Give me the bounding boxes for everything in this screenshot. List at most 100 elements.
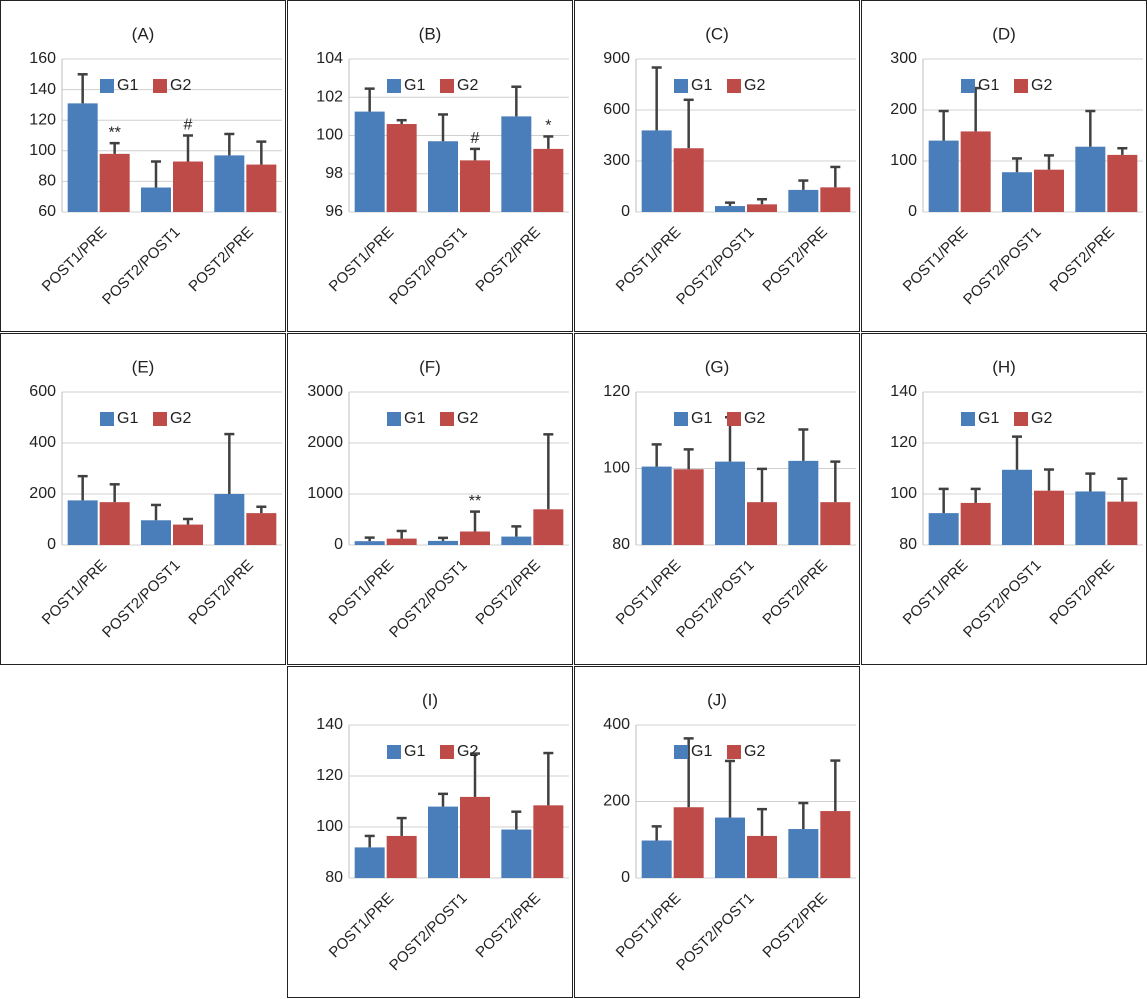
bar [501, 116, 532, 212]
bar [501, 536, 532, 545]
y-tick-label: 120 [890, 434, 917, 451]
bar [641, 840, 672, 878]
panel-border [574, 333, 860, 665]
y-tick-label: 200 [29, 485, 56, 502]
x-tick-label: POST2/PRE [1046, 224, 1118, 296]
legend-label: G2 [170, 410, 191, 427]
y-tick-label: 1000 [307, 485, 343, 502]
legend-label: G2 [457, 410, 478, 427]
y-tick-label: 0 [908, 203, 917, 220]
x-tick-label: POST1/PRE [326, 224, 398, 296]
y-tick-label: 0 [621, 869, 630, 886]
x-tick-label: POST1/PRE [39, 224, 111, 296]
bar [788, 189, 819, 212]
y-tick-label: 0 [334, 536, 343, 553]
y-tick-label: 160 [29, 50, 56, 67]
x-tick-label: POST2/POST1 [673, 890, 758, 975]
significance-mark: ** [108, 124, 120, 141]
y-tick-label: 96 [325, 203, 343, 220]
chart-panel: (A) 60 80 100 120 140 160 ** # POST1/PREPOST2/POS… [0, 0, 286, 332]
chart-title: (B) [419, 24, 442, 43]
legend-swatch [1014, 79, 1028, 93]
legend-swatch [727, 412, 741, 426]
chart-title: (D) [992, 24, 1016, 43]
bar [928, 513, 959, 545]
bar [173, 161, 203, 212]
y-tick-label: 80 [899, 536, 917, 553]
legend-swatch [387, 745, 401, 759]
legend-swatch [387, 412, 401, 426]
panel-border [287, 333, 573, 665]
bar [673, 469, 704, 545]
x-tick-label: POST2/PRE [759, 224, 831, 296]
y-tick-label: 300 [603, 152, 630, 169]
x-tick-label: POST2/POST1 [673, 224, 758, 309]
bar [99, 153, 130, 212]
x-tick-label: POST1/PRE [900, 557, 972, 629]
panel-border [287, 0, 573, 332]
y-tick-label: 120 [29, 111, 56, 128]
legend-swatch [153, 412, 167, 426]
bar [428, 806, 458, 878]
y-tick-label: 200 [603, 793, 630, 810]
legend-swatch [153, 79, 167, 93]
bar [960, 131, 991, 212]
y-tick-label: 98 [325, 165, 343, 182]
bar [354, 111, 385, 212]
legend-swatch [440, 412, 454, 426]
x-tick-label: POST1/PRE [900, 224, 972, 296]
legend-label: G1 [404, 410, 425, 427]
x-tick-label: POST1/PRE [613, 224, 685, 296]
y-tick-label: 900 [603, 50, 630, 67]
y-tick-label: 102 [316, 88, 343, 105]
chart-title: (G) [705, 357, 730, 376]
bar [246, 164, 277, 212]
legend-swatch [674, 79, 688, 93]
legend-swatch [961, 412, 975, 426]
chart-title: (H) [992, 357, 1016, 376]
bar [428, 141, 458, 212]
legend-label: G2 [170, 77, 191, 94]
bar [460, 160, 490, 212]
panel-border [287, 666, 573, 998]
legend-label: G1 [404, 77, 425, 94]
bar [67, 103, 98, 212]
y-tick-label: 600 [603, 101, 630, 118]
x-tick-label: POST2/POST1 [673, 557, 758, 642]
y-tick-label: 100 [316, 818, 343, 835]
bar [1034, 490, 1064, 545]
x-tick-label: POST2/PRE [472, 890, 544, 962]
legend-swatch [727, 745, 741, 759]
y-tick-label: 100 [890, 152, 917, 169]
bar [173, 524, 203, 545]
bar [141, 520, 171, 545]
legend-label: G1 [691, 410, 712, 427]
bar [960, 502, 991, 545]
significance-mark: ** [469, 493, 481, 510]
x-tick-label: POST2/POST1 [960, 557, 1045, 642]
legend-swatch [674, 745, 688, 759]
chart-title: (C) [705, 24, 729, 43]
bar [1107, 501, 1138, 545]
legend-swatch [674, 412, 688, 426]
x-tick-label: POST2/PRE [185, 224, 257, 296]
x-tick-label: POST2/POST1 [386, 224, 471, 309]
x-tick-label: POST2/PRE [472, 557, 544, 629]
panel-border [0, 0, 286, 332]
y-tick-label: 80 [612, 536, 630, 553]
legend-swatch [440, 745, 454, 759]
y-tick-label: 104 [316, 50, 343, 67]
bar [747, 204, 777, 212]
bar [386, 538, 417, 545]
panel-border [0, 333, 286, 665]
bar [673, 807, 704, 878]
y-tick-label: 100 [890, 485, 917, 502]
bar [1034, 169, 1064, 212]
y-tick-label: 120 [316, 767, 343, 784]
bar [67, 500, 98, 545]
x-tick-label: POST2/POST1 [386, 557, 471, 642]
